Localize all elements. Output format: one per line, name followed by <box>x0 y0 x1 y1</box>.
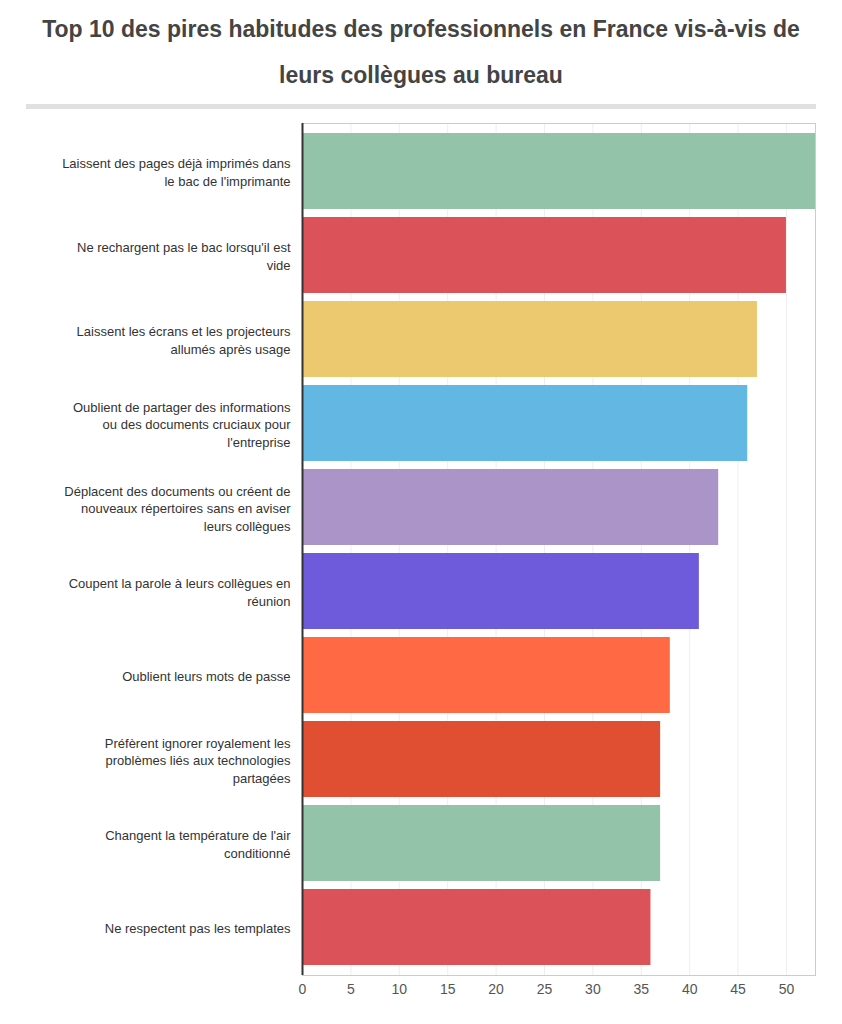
svg-text:15: 15 <box>440 981 456 997</box>
svg-text:Ne respectent pas les template: Ne respectent pas les templates <box>105 921 291 936</box>
svg-text:Déplacent des documents ou cré: Déplacent des documents ou créent denouv… <box>64 484 291 534</box>
svg-text:25: 25 <box>537 981 553 997</box>
svg-text:30: 30 <box>585 981 601 997</box>
svg-text:Coupent la parole à leurs coll: Coupent la parole à leurs collègues enré… <box>69 576 291 609</box>
svg-text:Préfèrent ignorer royalement l: Préfèrent ignorer royalement lesproblème… <box>105 736 291 786</box>
svg-text:Oublient de partager des infor: Oublient de partager des informationsou … <box>73 400 291 450</box>
svg-text:Laissent des pages déjà imprim: Laissent des pages déjà imprimés dansle … <box>62 156 291 189</box>
html-text:Top 10 des pires habitudes des: Top 10 des pires habitudes des professio… <box>42 16 800 88</box>
svg-text:5: 5 <box>347 981 355 997</box>
svg-text:Ne rechargent pas le bac lorsq: Ne rechargent pas le bac lorsqu'il estvi… <box>77 240 291 273</box>
svg-text:50: 50 <box>779 981 795 997</box>
svg-text:45: 45 <box>730 981 746 997</box>
svg-text:40: 40 <box>682 981 698 997</box>
svg-text:Changent la température de l'a: Changent la température de l'airconditio… <box>105 828 291 861</box>
svg-text:Laissent les écrans et les pro: Laissent les écrans et les projecteursal… <box>77 324 291 357</box>
svg-text:35: 35 <box>633 981 649 997</box>
svg-text:10: 10 <box>392 981 408 997</box>
svg-text:20: 20 <box>488 981 504 997</box>
svg-text:0: 0 <box>299 981 307 997</box>
svg-text:Oublient leurs mots de passe: Oublient leurs mots de passe <box>122 669 290 684</box>
